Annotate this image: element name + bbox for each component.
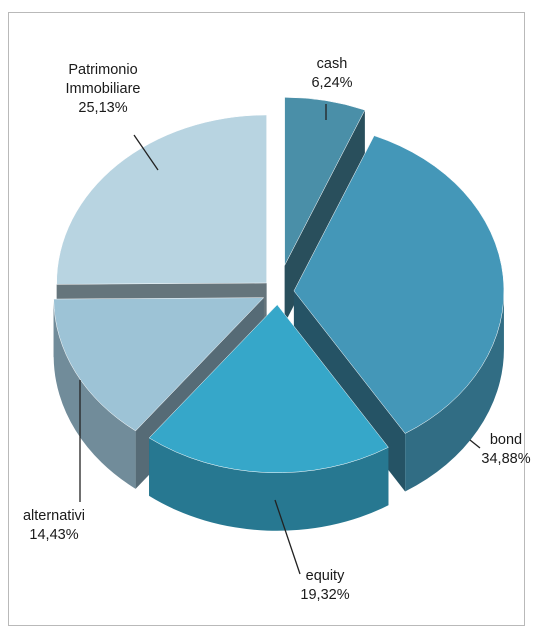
- data-label-name: equity: [306, 568, 345, 584]
- slice-top-patrimonio-immobiliare: [56, 114, 267, 285]
- data-label-value: 34,88%: [481, 451, 530, 467]
- data-label-cash: cash 6,24%: [311, 56, 352, 91]
- slice-top-alternativi: [53, 297, 265, 432]
- data-label-value: 25,13%: [78, 100, 127, 116]
- slice-top-bond: [293, 135, 505, 434]
- leader-line-patrimonio-immobiliare: [133, 134, 159, 171]
- data-label-value: 6,24%: [311, 75, 352, 91]
- slice-bond: [293, 135, 505, 492]
- slice-side-bond-0: [405, 290, 504, 492]
- data-label-name: Immobiliare: [66, 81, 141, 97]
- data-label-equity: equity 19,32%: [300, 568, 349, 603]
- data-label-alternativi: alternativi 14,43%: [23, 508, 85, 543]
- data-label-name: cash: [317, 56, 348, 72]
- slice-side-equity-0: [149, 437, 389, 531]
- leader-line-bond: [469, 439, 481, 449]
- slice-top-equity: [148, 304, 389, 474]
- data-label-value: 14,43%: [29, 527, 78, 543]
- pie-slices: [53, 97, 505, 531]
- data-label-name: alternativi: [23, 508, 85, 524]
- data-label-name: bond: [490, 432, 522, 448]
- data-label-patrimonio-immobiliare: Patrimonio Immobiliare 25,13%: [66, 62, 141, 116]
- data-label-value: 19,32%: [300, 587, 349, 603]
- slice-side-alternativi-0: [53, 299, 136, 489]
- data-label-name: Patrimonio: [68, 62, 137, 78]
- leader-line-equity: [274, 499, 301, 575]
- slice-equity: [148, 304, 389, 531]
- data-label-bond: bond 34,88%: [481, 432, 530, 467]
- slice-top-cash: [284, 97, 366, 266]
